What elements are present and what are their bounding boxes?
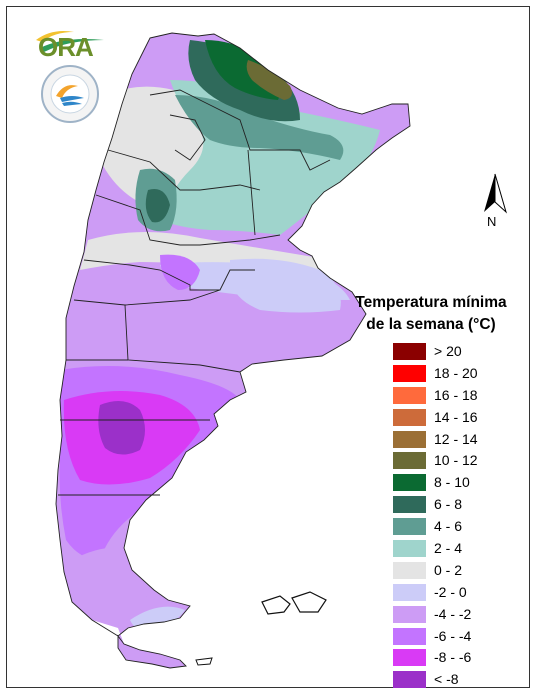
zone-6-8-west [145,189,170,223]
legend-label: -2 - 0 [434,583,467,600]
zone-10-12 [246,60,292,100]
legend-label: < -8 [434,671,459,688]
legend-title-line2: de la semana (°C) [366,316,496,333]
legend-item: -6 - -4 [393,626,526,648]
legend-swatch [393,627,426,645]
legend-item: 10 - 12 [393,450,526,472]
legend-items: > 20 18 - 20 16 - 18 14 - 16 12 - 14 10 - 12 8… [336,341,526,691]
staten-island [195,657,213,666]
legend-item: 18 - 20 [393,363,526,385]
legend-item: 8 - 10 [393,472,526,494]
legend-swatch [393,364,426,382]
legend-item: -8 - -6 [393,647,526,669]
legend-swatch [393,386,426,404]
legend-swatch [393,583,426,601]
legend-label: 6 - 8 [434,496,463,513]
legend-swatch [393,430,426,448]
legend-label: 10 - 12 [434,452,478,469]
legend-label: 4 - 6 [434,518,463,535]
temperature-map [55,32,411,669]
legend-swatch [393,605,426,623]
legend-item: -2 - 0 [393,582,526,604]
smn-seal-icon [41,65,99,123]
legend-label: -6 - -4 [434,627,472,644]
legend: Temperatura mínima de la semana (°C) > 2… [336,292,526,691]
zone-4-6-north [175,95,344,160]
legend-swatch [393,518,426,536]
legend-item: 16 - 18 [393,385,526,407]
legend-label: 14 - 16 [434,408,478,425]
province-borders [55,32,411,669]
legend-swatch [393,649,426,667]
legend-item: < -8 [393,669,526,691]
legend-item: 14 - 16 [393,407,526,429]
legend-item: -4 - -2 [393,604,526,626]
legend-label: -4 - -2 [434,605,472,622]
legend-swatch [393,474,426,492]
legend-swatch [393,496,426,514]
legend-swatch [393,671,426,689]
north-label: N [487,214,497,229]
legend-swatch [393,408,426,426]
ora-swoosh-icon [36,31,104,52]
legend-item: 0 - 2 [393,560,526,582]
legend-label: 16 - 18 [434,386,478,403]
legend-label: -8 - -6 [434,649,472,666]
ora-logo: ORA [34,26,106,62]
legend-item: 6 - 8 [393,494,526,516]
zone-minus4-minus2-south [72,547,150,607]
legend-swatch [393,540,426,558]
legend-label: 2 - 4 [434,540,463,557]
malvinas-islands [261,591,327,615]
legend-item: 12 - 14 [393,429,526,451]
smn-logo [40,64,100,124]
zone-minus2-0-center [230,258,341,313]
legend-title-line1: Temperatura mínima [355,294,507,311]
legend-swatch [393,343,426,360]
legend-label: 8 - 10 [434,474,470,491]
ora-logo-text: ORA [38,32,94,62]
legend-swatch [393,452,426,470]
legend-item: 2 - 4 [393,538,526,560]
north-arrow-icon [484,173,507,214]
legend-label: 18 - 20 [434,364,478,381]
legend-label: 0 - 2 [434,561,463,578]
zone-minus6-minus4-north [160,254,200,290]
zone-below-minus8 [98,401,145,455]
legend-title: Temperatura mínima de la semana (°C) [336,292,526,336]
legend-swatch [393,561,426,579]
legend-label: 12 - 14 [434,430,478,447]
legend-item: 4 - 6 [393,516,526,538]
legend-label: > 20 [434,343,462,359]
legend-item: > 20 [393,341,526,363]
